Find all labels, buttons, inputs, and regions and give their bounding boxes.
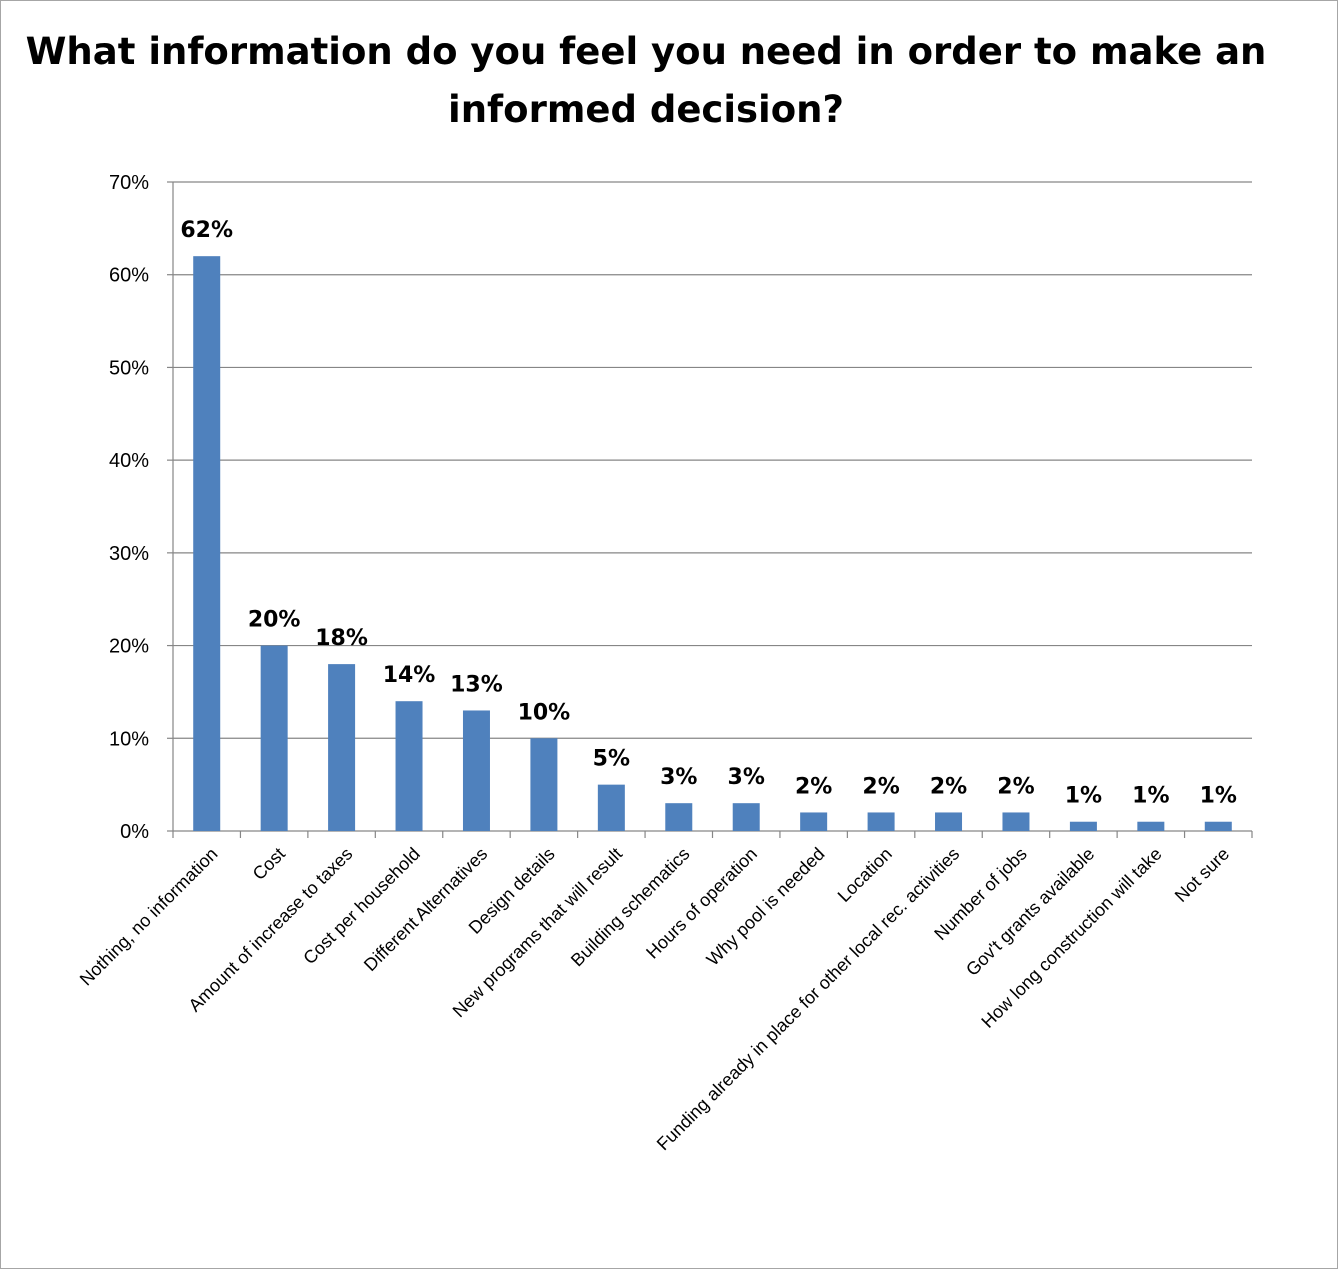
data-label: 1% — [1065, 784, 1102, 809]
chart-title: What information do you feel you need in… — [25, 30, 1267, 131]
bars — [193, 256, 1232, 831]
data-label: 2% — [997, 774, 1034, 799]
bar — [1069, 821, 1097, 831]
data-label: 14% — [383, 663, 436, 688]
category-label: Why pool is needed — [703, 844, 829, 970]
bar — [328, 664, 356, 831]
category-label: Cost per household — [299, 844, 424, 969]
data-label: 13% — [450, 672, 503, 697]
data-labels: 62% 20% 18% 14% 13% 10% 5% 3% 3% 2% 2% 2% 2% 1% 1% 1% — [180, 218, 1237, 809]
data-label: 18% — [315, 626, 368, 651]
data-label: 62% — [180, 218, 233, 243]
bar — [260, 645, 288, 831]
category-label: Building schematics — [567, 844, 694, 971]
data-label: 1% — [1200, 784, 1237, 809]
data-label: 3% — [660, 765, 697, 790]
data-label: 1% — [1132, 784, 1169, 809]
bar — [395, 701, 423, 831]
y-tick-label: 30% — [109, 543, 149, 565]
bar — [530, 738, 558, 831]
y-tick-label: 40% — [109, 450, 149, 472]
y-tick-label: 20% — [109, 636, 149, 658]
category-label: Not sure — [1171, 844, 1233, 906]
bar — [665, 803, 693, 831]
data-label: 2% — [795, 774, 832, 799]
bar — [935, 812, 963, 831]
y-tick-label: 70% — [109, 172, 149, 194]
data-label: 10% — [518, 700, 571, 725]
y-tick-label: 0% — [120, 821, 149, 843]
data-label: 5% — [593, 747, 630, 772]
y-tick-label: 60% — [109, 265, 149, 287]
bar — [1137, 821, 1165, 831]
bar — [1204, 821, 1232, 831]
data-label: 2% — [930, 774, 967, 799]
y-tick-label: 50% — [109, 357, 149, 379]
bar — [800, 812, 828, 831]
bar — [732, 803, 760, 831]
category-label: Hours of operation — [642, 844, 761, 963]
y-tick-label: 10% — [109, 728, 149, 750]
category-label: Nothing, no information — [76, 844, 222, 990]
axes: 0% 10% 20% 30% 40% 50% 60% 70% — [109, 172, 1253, 843]
category-label: Gov't grants available — [962, 844, 1098, 980]
category-label: Location — [834, 844, 896, 906]
data-label: 2% — [862, 774, 899, 799]
category-label: Cost — [249, 844, 289, 884]
gridlines — [173, 181, 1252, 739]
bar — [597, 784, 625, 831]
bar — [867, 812, 895, 831]
category-label: Different Alternatives — [360, 844, 491, 975]
data-label: 20% — [248, 608, 301, 633]
bar — [1002, 812, 1030, 831]
bar — [462, 710, 490, 831]
data-label: 3% — [728, 765, 765, 790]
bar — [193, 256, 221, 831]
